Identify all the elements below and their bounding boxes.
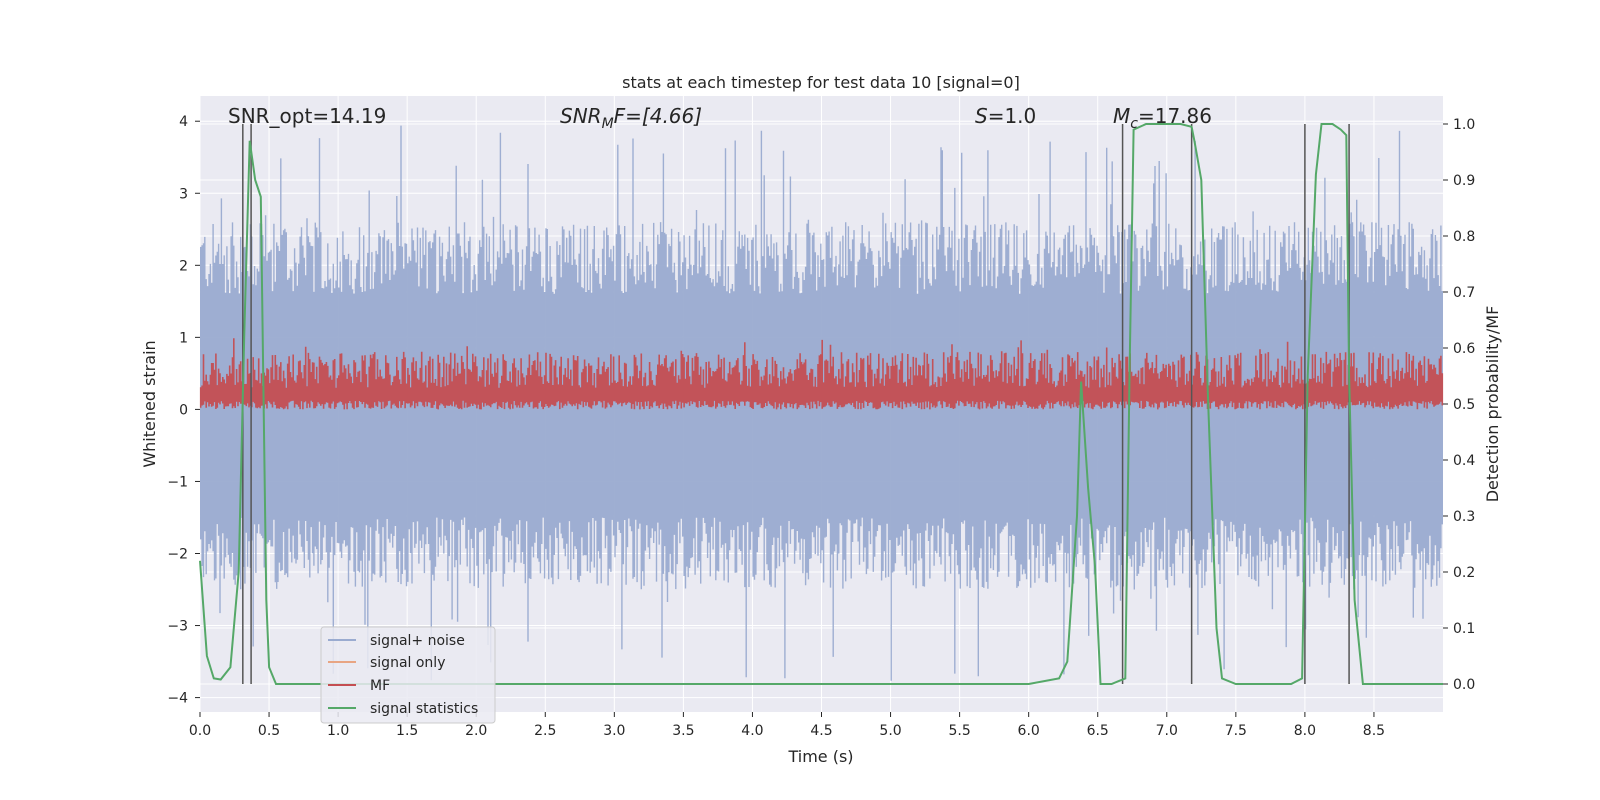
y-tick-label: 4 — [179, 114, 188, 130]
y-tick-label: −1 — [167, 474, 188, 490]
x-tick-label: 0.0 — [189, 723, 211, 739]
x-tick-label: 4.5 — [810, 723, 832, 739]
y-axis-ticks: 4 3 2 1 0 −1 −2 −3 −4 — [167, 114, 200, 707]
x-tick-label: 5.0 — [879, 723, 901, 739]
y2-tick-label: 0.1 — [1453, 621, 1475, 637]
x-tick-label: 2.5 — [534, 723, 556, 739]
y2-tick-label: 0.4 — [1453, 453, 1475, 469]
x-tick-label: 3.5 — [672, 723, 694, 739]
x-tick-label: 5.5 — [948, 723, 970, 739]
y-tick-label: 2 — [179, 258, 188, 274]
y2-tick-label: 0.3 — [1453, 509, 1475, 525]
x-axis-label: Time (s) — [787, 747, 853, 766]
x-tick-label: 6.5 — [1087, 723, 1109, 739]
x-tick-label: 0.5 — [258, 723, 280, 739]
y2-axis-label: Detection probability/MF — [1483, 306, 1502, 503]
legend-label-signal-statistics: signal statistics — [370, 701, 478, 717]
x-tick-label: 1.0 — [327, 723, 349, 739]
y-axis-label: Whitened strain — [140, 340, 159, 467]
legend-label-noise: signal+ noise — [370, 633, 465, 649]
signal-statistics-line — [199, 123, 1443, 685]
y-tick-label: 3 — [179, 186, 188, 202]
annotation-s: S=1.0 — [975, 104, 1036, 128]
y-tick-label: −3 — [167, 619, 188, 635]
legend-label-signal-only: signal only — [370, 655, 445, 671]
y-tick-label: −4 — [167, 691, 188, 707]
y-tick-label: 0 — [179, 402, 188, 418]
annotation-snr-opt: SNR_opt=14.19 — [228, 104, 386, 128]
legend: signal+ noise signal only MF signal stat… — [320, 626, 496, 724]
chart-title: stats at each timestep for test data 10 … — [622, 73, 1020, 92]
y2-axis-ticks: 1.0 0.9 0.8 0.7 0.6 0.5 0.4 0.3 0.2 0.1 0.0 — [1443, 117, 1475, 693]
y2-tick-label: 0.2 — [1453, 565, 1475, 581]
x-tick-label: 8.0 — [1294, 723, 1316, 739]
y2-tick-label: 0.5 — [1453, 397, 1475, 413]
x-tick-label: 1.5 — [396, 723, 418, 739]
x-tick-label: 7.0 — [1156, 723, 1178, 739]
y2-tick-label: 0.8 — [1453, 229, 1475, 245]
signal-statistics-series — [199, 123, 1443, 685]
x-tick-label: 4.0 — [741, 723, 763, 739]
annotation-mc: Mc=17.86 — [1113, 104, 1212, 132]
y-tick-label: 1 — [179, 330, 188, 346]
x-tick-label: 3.0 — [603, 723, 625, 739]
x-tick-label: 8.5 — [1363, 723, 1385, 739]
annotation-snr-mf: SNRMF=[4.66] — [560, 104, 702, 132]
x-tick-label: 7.5 — [1225, 723, 1247, 739]
x-axis-ticks: 0.0 0.5 1.0 1.5 2.0 2.5 3.0 3.5 4.0 4.5 5.0 5.5 6.0 6… — [189, 712, 1385, 739]
x-tick-label: 6.0 — [1018, 723, 1040, 739]
y-tick-label: −2 — [167, 546, 188, 562]
legend-label-mf: MF — [370, 678, 390, 694]
y2-tick-label: 0.7 — [1453, 285, 1475, 301]
x-tick-label: 2.0 — [465, 723, 487, 739]
y2-tick-label: 0.0 — [1453, 677, 1475, 693]
y2-tick-label: 1.0 — [1453, 117, 1475, 133]
legend-box — [320, 626, 496, 724]
y2-tick-label: 0.6 — [1453, 341, 1475, 357]
y2-tick-label: 0.9 — [1453, 173, 1475, 189]
